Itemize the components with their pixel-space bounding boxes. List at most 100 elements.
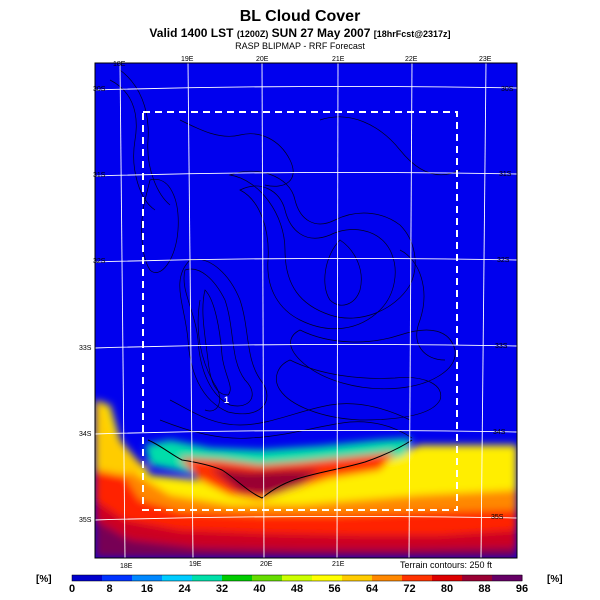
colorbar-swatch — [492, 575, 523, 581]
terrain-contour-line — [179, 258, 268, 415]
colorbar-swatch — [312, 575, 343, 581]
colorbar-unit-right: [%] — [547, 574, 563, 585]
longitude-line — [408, 63, 413, 558]
lon-label-top: 19E — [181, 56, 194, 63]
terrain-contours — [109, 69, 461, 439]
colorbar-tick-label: 24 — [178, 583, 191, 595]
latitude-line — [95, 343, 517, 349]
lat-label-left: 34S — [79, 431, 92, 438]
cloud-band-purple — [95, 520, 517, 558]
colorbar-swatch — [102, 575, 133, 581]
colorbar-swatch — [432, 575, 463, 581]
map-source: RASP BLIPMAP - RRF Forecast — [235, 41, 365, 51]
lon-label-top: 22E — [405, 56, 418, 63]
colorbar-tick-label: 48 — [291, 583, 303, 595]
grid-labels: 18E 19E 20E 21E 22E 23E 18E 19E 20E 21E … — [79, 56, 514, 570]
colorbar-tick-label: 88 — [478, 583, 490, 595]
lat-label-left: 33S — [79, 345, 92, 352]
cloud-cover-field — [95, 400, 517, 558]
coastal-cloud-peak — [210, 468, 320, 495]
point-label: 1 — [224, 395, 229, 405]
lat-label-left: 30S — [93, 86, 106, 93]
terrain-contour-line — [202, 289, 231, 396]
west-coast-yellow — [95, 400, 150, 475]
terrain-contour-line — [228, 170, 416, 319]
colorbar-ticks: 0 8 16 24 32 40 48 56 64 72 80 88 96 — [69, 583, 528, 595]
map-subtitle: Valid 1400 LST (1200Z) SUN 27 May 2007 [… — [0, 26, 600, 40]
colorbar-tick-label: 0 — [69, 583, 75, 595]
forecast-date: SUN 27 May 2007 — [271, 26, 371, 40]
colorbar-swatch — [222, 575, 253, 581]
colorbar-swatch — [132, 575, 163, 581]
terrain-contour-line — [119, 69, 171, 206]
colorbar-tick-label: 56 — [328, 583, 340, 595]
terrain-contour-line — [290, 329, 456, 390]
colorbar-swatch — [342, 575, 373, 581]
longitude-line — [261, 63, 265, 558]
colorbar-tick-label: 16 — [141, 583, 153, 595]
colorbar-tick-label: 80 — [441, 583, 453, 595]
latitude-line — [95, 171, 517, 177]
longitude-line — [336, 63, 339, 558]
colorbar-swatch — [72, 575, 103, 581]
colorbar-swatch — [402, 575, 433, 581]
lat-label-right: 34S — [493, 429, 506, 436]
longitude-line — [187, 63, 194, 558]
lon-label-bottom: 19E — [189, 561, 202, 568]
colorbar-swatch — [192, 575, 223, 581]
terrain-note: Terrain contours: 250 ft — [400, 560, 493, 570]
colorbar-tick-label: 32 — [216, 583, 228, 595]
colorbar-swatch — [372, 575, 403, 581]
terrain-contour-line — [109, 79, 156, 211]
terrain-contour-line — [239, 185, 396, 330]
terrain-contour-line — [179, 119, 294, 187]
lon-label-top: 20E — [256, 56, 269, 63]
lon-label-bottom: 21E — [332, 561, 345, 568]
lon-label-bottom: 18E — [120, 563, 133, 570]
terrain-contour-line — [197, 299, 221, 412]
colorbar-swatch — [462, 575, 493, 581]
lon-label-top: 18E — [113, 61, 126, 68]
colorbar-swatch — [282, 575, 313, 581]
lat-label-right: 30S — [501, 86, 514, 93]
colorbar-unit-left: [%] — [36, 574, 52, 585]
terrain-contour-line — [141, 179, 179, 273]
lat-label-left: 31S — [93, 172, 106, 179]
colorbar-tick-label: 96 — [516, 583, 528, 595]
longitude-line — [119, 63, 126, 558]
longitude-line — [480, 63, 487, 558]
lon-label-top: 21E — [332, 56, 345, 63]
cloud-band-dark — [95, 500, 517, 558]
lon-label-top: 23E — [479, 56, 492, 63]
lon-label-bottom: 20E — [260, 561, 273, 568]
terrain-contour-line — [319, 116, 461, 176]
colorbar-tick-label: 40 — [253, 583, 265, 595]
map-title: BL Cloud Cover — [239, 8, 361, 25]
utc-time: (1200Z) — [236, 29, 269, 39]
latitude-line — [95, 429, 517, 435]
colorbar-tick-label: 64 — [366, 583, 379, 595]
colorbar — [71, 574, 523, 582]
lat-label-left: 32S — [93, 258, 106, 265]
inner-domain-box — [142, 111, 458, 511]
terrain-contour-line — [399, 249, 446, 361]
colorbar-tick-label: 72 — [403, 583, 415, 595]
colorbar-swatch — [252, 575, 283, 581]
terrain-contour-line — [183, 268, 253, 407]
map-area: 1 — [95, 63, 517, 558]
coastline — [147, 439, 413, 499]
map-frame — [94, 62, 518, 559]
terrain-contour-line — [169, 399, 411, 426]
terrain-contour-line — [324, 239, 362, 306]
latitude-line — [95, 515, 517, 521]
colorbar-swatch — [162, 575, 193, 581]
lat-label-right: 31S — [499, 171, 512, 178]
forecast-run: [18hrFcst@2317z] — [373, 29, 451, 39]
terrain-contour-line — [159, 419, 413, 439]
lat-label-left: 35S — [79, 517, 92, 524]
latitude-line — [95, 85, 517, 91]
colorbar-tick-label: 8 — [106, 583, 112, 595]
valid-time: Valid 1400 LST — [149, 26, 234, 40]
latitude-line — [95, 257, 517, 263]
